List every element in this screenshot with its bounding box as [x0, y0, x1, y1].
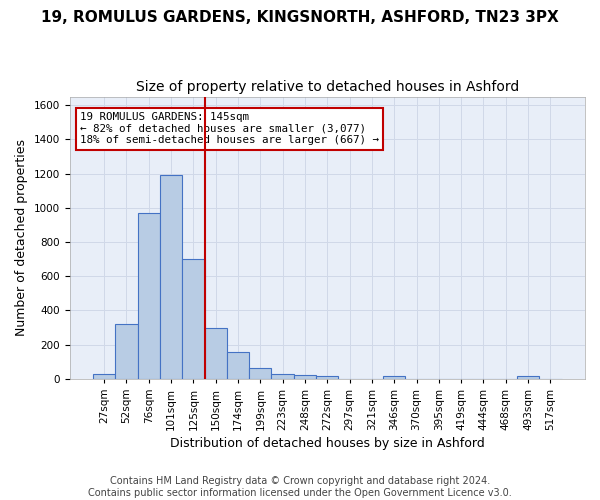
Bar [205, 328, 227, 379]
Bar [517, 376, 539, 379]
Bar [93, 374, 115, 379]
Bar [271, 374, 294, 379]
Bar [160, 176, 182, 379]
Bar [137, 213, 160, 379]
X-axis label: Distribution of detached houses by size in Ashford: Distribution of detached houses by size … [170, 437, 485, 450]
Bar [227, 352, 249, 379]
Bar [249, 368, 271, 379]
Bar [383, 376, 406, 379]
Y-axis label: Number of detached properties: Number of detached properties [15, 139, 28, 336]
Bar [316, 376, 338, 379]
Bar [115, 324, 137, 379]
Text: 19 ROMULUS GARDENS: 145sqm
← 82% of detached houses are smaller (3,077)
18% of s: 19 ROMULUS GARDENS: 145sqm ← 82% of deta… [80, 112, 379, 146]
Bar [294, 376, 316, 379]
Bar [182, 259, 205, 379]
Text: 19, ROMULUS GARDENS, KINGSNORTH, ASHFORD, TN23 3PX: 19, ROMULUS GARDENS, KINGSNORTH, ASHFORD… [41, 10, 559, 25]
Title: Size of property relative to detached houses in Ashford: Size of property relative to detached ho… [136, 80, 519, 94]
Text: Contains HM Land Registry data © Crown copyright and database right 2024.
Contai: Contains HM Land Registry data © Crown c… [88, 476, 512, 498]
